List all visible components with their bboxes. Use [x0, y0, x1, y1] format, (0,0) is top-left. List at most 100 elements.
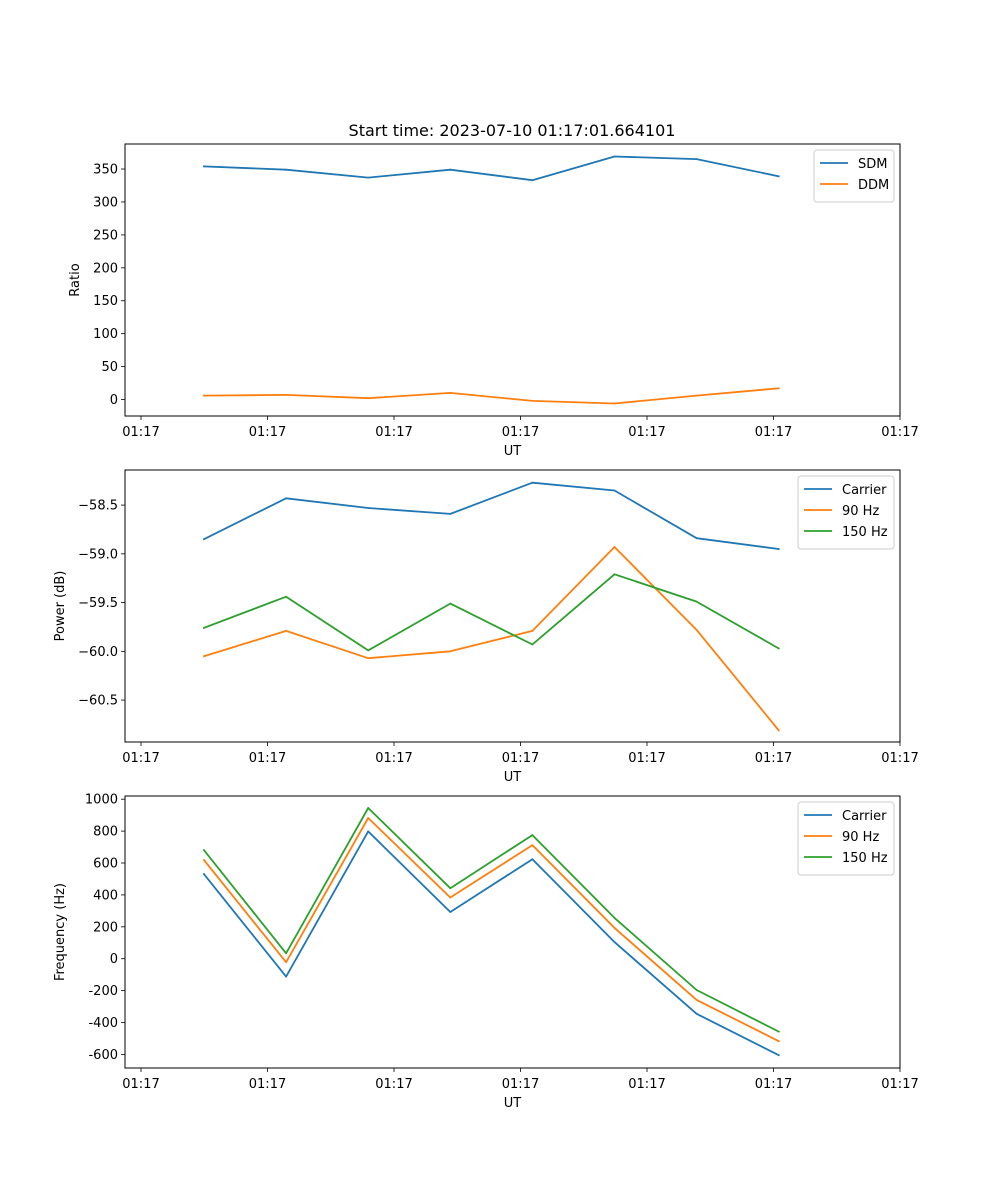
data-point [285, 168, 287, 171]
y-tick-label: 1000 [85, 793, 118, 808]
data-point [449, 168, 452, 171]
data-point [203, 627, 205, 629]
data-point [777, 1030, 780, 1033]
data-point [613, 573, 616, 576]
data-point [449, 512, 452, 515]
data-point [285, 394, 287, 396]
y-axis-label: Ratio [68, 263, 83, 296]
x-tick-label: 01:17 [122, 1077, 159, 1092]
data-point [367, 397, 370, 400]
x-tick-label: 01:17 [375, 1077, 412, 1092]
data-point [531, 629, 534, 632]
data-point [613, 546, 616, 548]
y-tick-label: −58.5 [78, 499, 118, 514]
legend-label: Carrier [842, 483, 887, 498]
axes-frame [124, 795, 901, 1069]
data-point [203, 655, 205, 658]
data-point [531, 844, 534, 847]
data-point [449, 602, 452, 605]
series-line-150-hz [202, 573, 780, 652]
y-tick-label: 350 [93, 163, 118, 178]
x-axis-label: UT [504, 1096, 522, 1111]
data-point [367, 817, 370, 819]
data-point [613, 489, 616, 492]
data-point [613, 941, 616, 944]
data-point [367, 807, 370, 809]
x-tick-label: 01:17 [755, 751, 792, 766]
x-tick-label: 01:17 [375, 425, 412, 440]
data-point [285, 961, 287, 964]
y-tick-label: 100 [93, 327, 118, 342]
y-tick-label: −59.5 [78, 596, 118, 611]
y-tick-label: 800 [93, 825, 118, 840]
x-tick-label: 01:17 [249, 425, 286, 440]
data-point [777, 175, 780, 178]
y-tick-label: 200 [93, 261, 118, 276]
y-axis-label: Frequency (Hz) [53, 883, 68, 981]
data-point [531, 399, 534, 402]
data-point [203, 859, 205, 862]
legend-label: 90 Hz [842, 504, 879, 519]
y-tick-label: 250 [93, 228, 118, 243]
x-axis-label: UT [504, 444, 522, 459]
data-point [203, 165, 205, 168]
data-point [777, 647, 780, 650]
x-tick-label: 01:17 [122, 751, 159, 766]
y-tick-label: 300 [93, 195, 118, 210]
y-tick-label: 0 [110, 393, 118, 408]
y-tick-label: −60.0 [78, 645, 118, 660]
data-point [777, 1040, 780, 1043]
data-point [695, 158, 698, 161]
data-point [367, 176, 370, 179]
x-tick-label: 01:17 [249, 1077, 286, 1092]
x-axis-label: UT [504, 770, 522, 785]
series-line-ddm [203, 387, 780, 405]
data-point [285, 595, 287, 598]
axes-frame [124, 469, 901, 743]
data-point [285, 975, 287, 978]
data-point [449, 887, 452, 890]
data-point [613, 916, 616, 919]
x-tick-label: 01:17 [375, 751, 412, 766]
y-tick-label: 0 [110, 952, 118, 967]
data-point [449, 911, 452, 913]
y-tick-label: 600 [93, 857, 118, 872]
data-point [285, 629, 287, 632]
data-point [285, 952, 287, 955]
series-line-carrier [202, 830, 780, 1057]
data-point [777, 548, 780, 550]
y-tick-label: -200 [88, 984, 118, 999]
x-tick-label: 01:17 [249, 751, 286, 766]
x-tick-label: 01:17 [628, 751, 665, 766]
data-point [203, 394, 205, 397]
data-point [531, 834, 534, 836]
y-tick-label: 200 [93, 920, 118, 935]
y-tick-label: 50 [101, 360, 118, 375]
y-tick-label: −60.5 [78, 694, 118, 709]
data-point [367, 507, 370, 509]
data-point [367, 830, 370, 833]
data-point [449, 896, 452, 899]
data-point [695, 537, 698, 540]
x-tick-label: 01:17 [628, 1077, 665, 1092]
y-tick-label: 400 [93, 888, 118, 903]
data-point [695, 989, 698, 991]
data-point [777, 1054, 780, 1057]
data-point [531, 481, 534, 484]
x-tick-label: 01:17 [755, 1077, 792, 1092]
y-tick-label: −59.0 [78, 547, 118, 562]
x-tick-label: 01:17 [755, 425, 792, 440]
data-point [695, 394, 698, 397]
data-point [203, 538, 205, 541]
data-point [531, 179, 534, 182]
data-point [613, 155, 616, 158]
data-point [613, 402, 616, 405]
series-line-150-hz [202, 807, 780, 1033]
data-point [203, 873, 205, 876]
legend-label: SDM [858, 157, 887, 172]
legend-label: 150 Hz [842, 525, 888, 540]
figure-title: Start time: 2023-07-10 01:17:01.664101 [349, 121, 676, 140]
x-tick-label: 01:17 [628, 425, 665, 440]
data-point [695, 628, 698, 631]
